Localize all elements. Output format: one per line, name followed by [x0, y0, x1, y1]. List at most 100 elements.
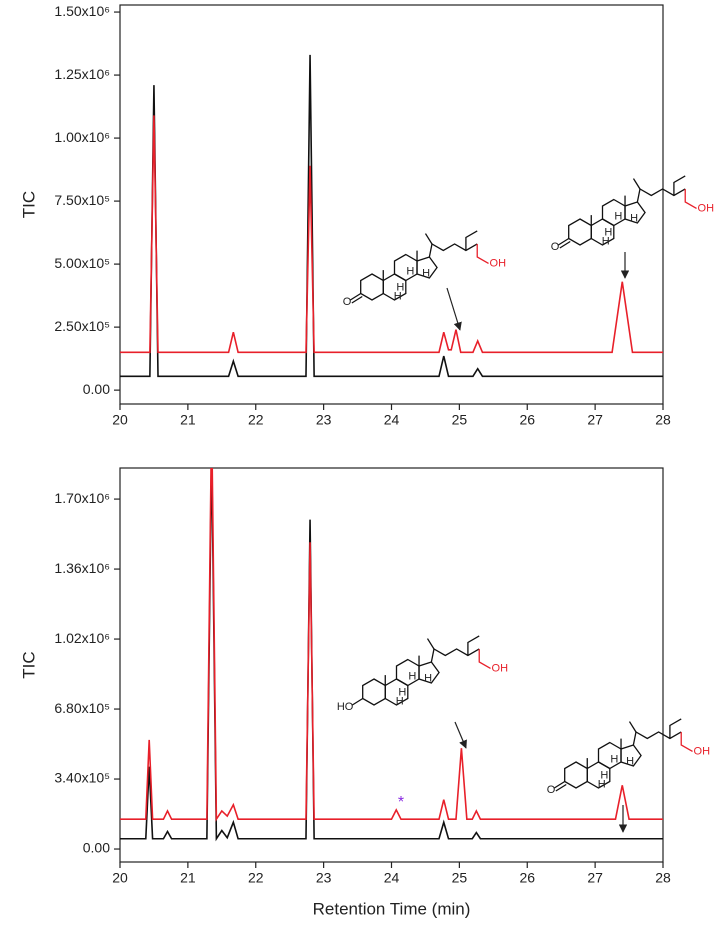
x-tick-label: 20 [112, 870, 128, 886]
hydrogen-label: H [626, 755, 634, 767]
x-tick-label: 26 [519, 412, 535, 428]
ring [362, 678, 386, 706]
y-tick-label: 3.40x10⁵ [54, 770, 110, 786]
methyl [628, 721, 637, 733]
x-tick-label: 23 [316, 412, 332, 428]
bond [555, 783, 567, 792]
x-tick-label: 27 [587, 870, 603, 886]
hydroxymethyl [478, 648, 491, 670]
x-tick-label: 22 [248, 870, 264, 886]
hydrogen-label: H [396, 282, 404, 294]
hydroxymethyl [684, 188, 697, 210]
y-axis-title: TIC [19, 651, 38, 678]
y-tick-label: 2.50x10⁵ [54, 318, 110, 334]
side-chain [632, 730, 682, 746]
hydroxyl-label: OH [694, 745, 711, 757]
hydrogen-label: H [602, 236, 610, 248]
ethyl [669, 718, 682, 739]
x-tick-label: 26 [519, 870, 535, 886]
y-tick-label: 1.70x10⁶ [54, 490, 110, 506]
y-tick-label: 7.50x10⁵ [54, 192, 110, 208]
hydrogen-label: H [614, 210, 622, 222]
methyl [632, 178, 641, 190]
bond [559, 240, 571, 249]
x-tick-label: 23 [316, 870, 332, 886]
bond [351, 697, 364, 706]
methyl [426, 638, 435, 650]
side-chain [636, 187, 686, 203]
hydrogen-label: H [394, 291, 402, 303]
ethyl [465, 230, 478, 251]
bond [553, 780, 566, 789]
trace [120, 54, 663, 378]
y-tick-label: 6.80x10⁵ [54, 700, 110, 716]
hydrogen-label: H [406, 265, 414, 277]
y-tick-label: 0.00 [83, 381, 110, 397]
ring [564, 761, 588, 789]
hydrogen-label: H [396, 696, 404, 708]
hydrogen-label: H [630, 212, 638, 224]
arrow [454, 721, 467, 749]
x-tick-label: 20 [112, 412, 128, 428]
trace [120, 468, 663, 822]
y-axis-title: TIC [19, 191, 38, 218]
x-tick-label: 28 [655, 412, 671, 428]
ring [568, 218, 592, 246]
y-tick-label: 1.25x10⁶ [54, 66, 110, 82]
hydroxymethyl [476, 243, 489, 265]
side-chain [430, 647, 480, 663]
bond [557, 237, 570, 246]
x-tick-label: 25 [452, 412, 468, 428]
ring [360, 273, 384, 301]
ring [620, 744, 642, 767]
plot-frame [119, 4, 664, 405]
ring [418, 661, 440, 684]
y-tick-label: 5.00x10⁵ [54, 255, 110, 271]
hydrogen-label: H [424, 672, 432, 684]
x-tick-label: 27 [587, 412, 603, 428]
hydrogen-label: H [610, 753, 618, 765]
annotation: * [398, 794, 404, 811]
hydrogen-label: H [422, 267, 430, 279]
hydrogen-label: H [600, 770, 608, 782]
bond [351, 295, 363, 304]
y-tick-label: 1.50x10⁶ [54, 3, 110, 19]
x-tick-label: 21 [180, 412, 196, 428]
y-tick-label: 1.02x10⁶ [54, 630, 110, 646]
x-tick-label: 28 [655, 870, 671, 886]
substituent-label: O [551, 241, 560, 253]
hydroxyl-label: OH [698, 202, 715, 214]
y-tick-label: 0.00 [83, 840, 110, 856]
hydroxymethyl [680, 731, 693, 753]
hydrogen-label: H [408, 670, 416, 682]
y-tick-label: 1.00x10⁶ [54, 129, 110, 145]
x-tick-label: 24 [384, 870, 400, 886]
arrow [446, 287, 462, 331]
methyl [424, 233, 433, 245]
side-chain [428, 242, 478, 258]
ring [416, 256, 438, 279]
x-tick-label: 25 [452, 870, 468, 886]
hydrogen-label: H [398, 687, 406, 699]
hydroxyl-label: OH [490, 257, 507, 269]
ethyl [673, 175, 686, 196]
substituent-label: HO [337, 701, 354, 713]
substituent-label: O [547, 784, 556, 796]
hydrogen-label: H [604, 227, 612, 239]
ethyl [467, 635, 480, 656]
x-axis-title: Retention Time (min) [313, 899, 471, 918]
y-tick-label: 1.36x10⁶ [54, 560, 110, 576]
x-tick-label: 22 [248, 412, 264, 428]
hydrogen-label: H [598, 779, 606, 791]
hydroxyl-label: OH [492, 662, 509, 674]
x-tick-label: 24 [384, 412, 400, 428]
plot-frame [119, 467, 664, 863]
trace [120, 115, 663, 354]
x-tick-label: 21 [180, 870, 196, 886]
trace [120, 468, 663, 842]
